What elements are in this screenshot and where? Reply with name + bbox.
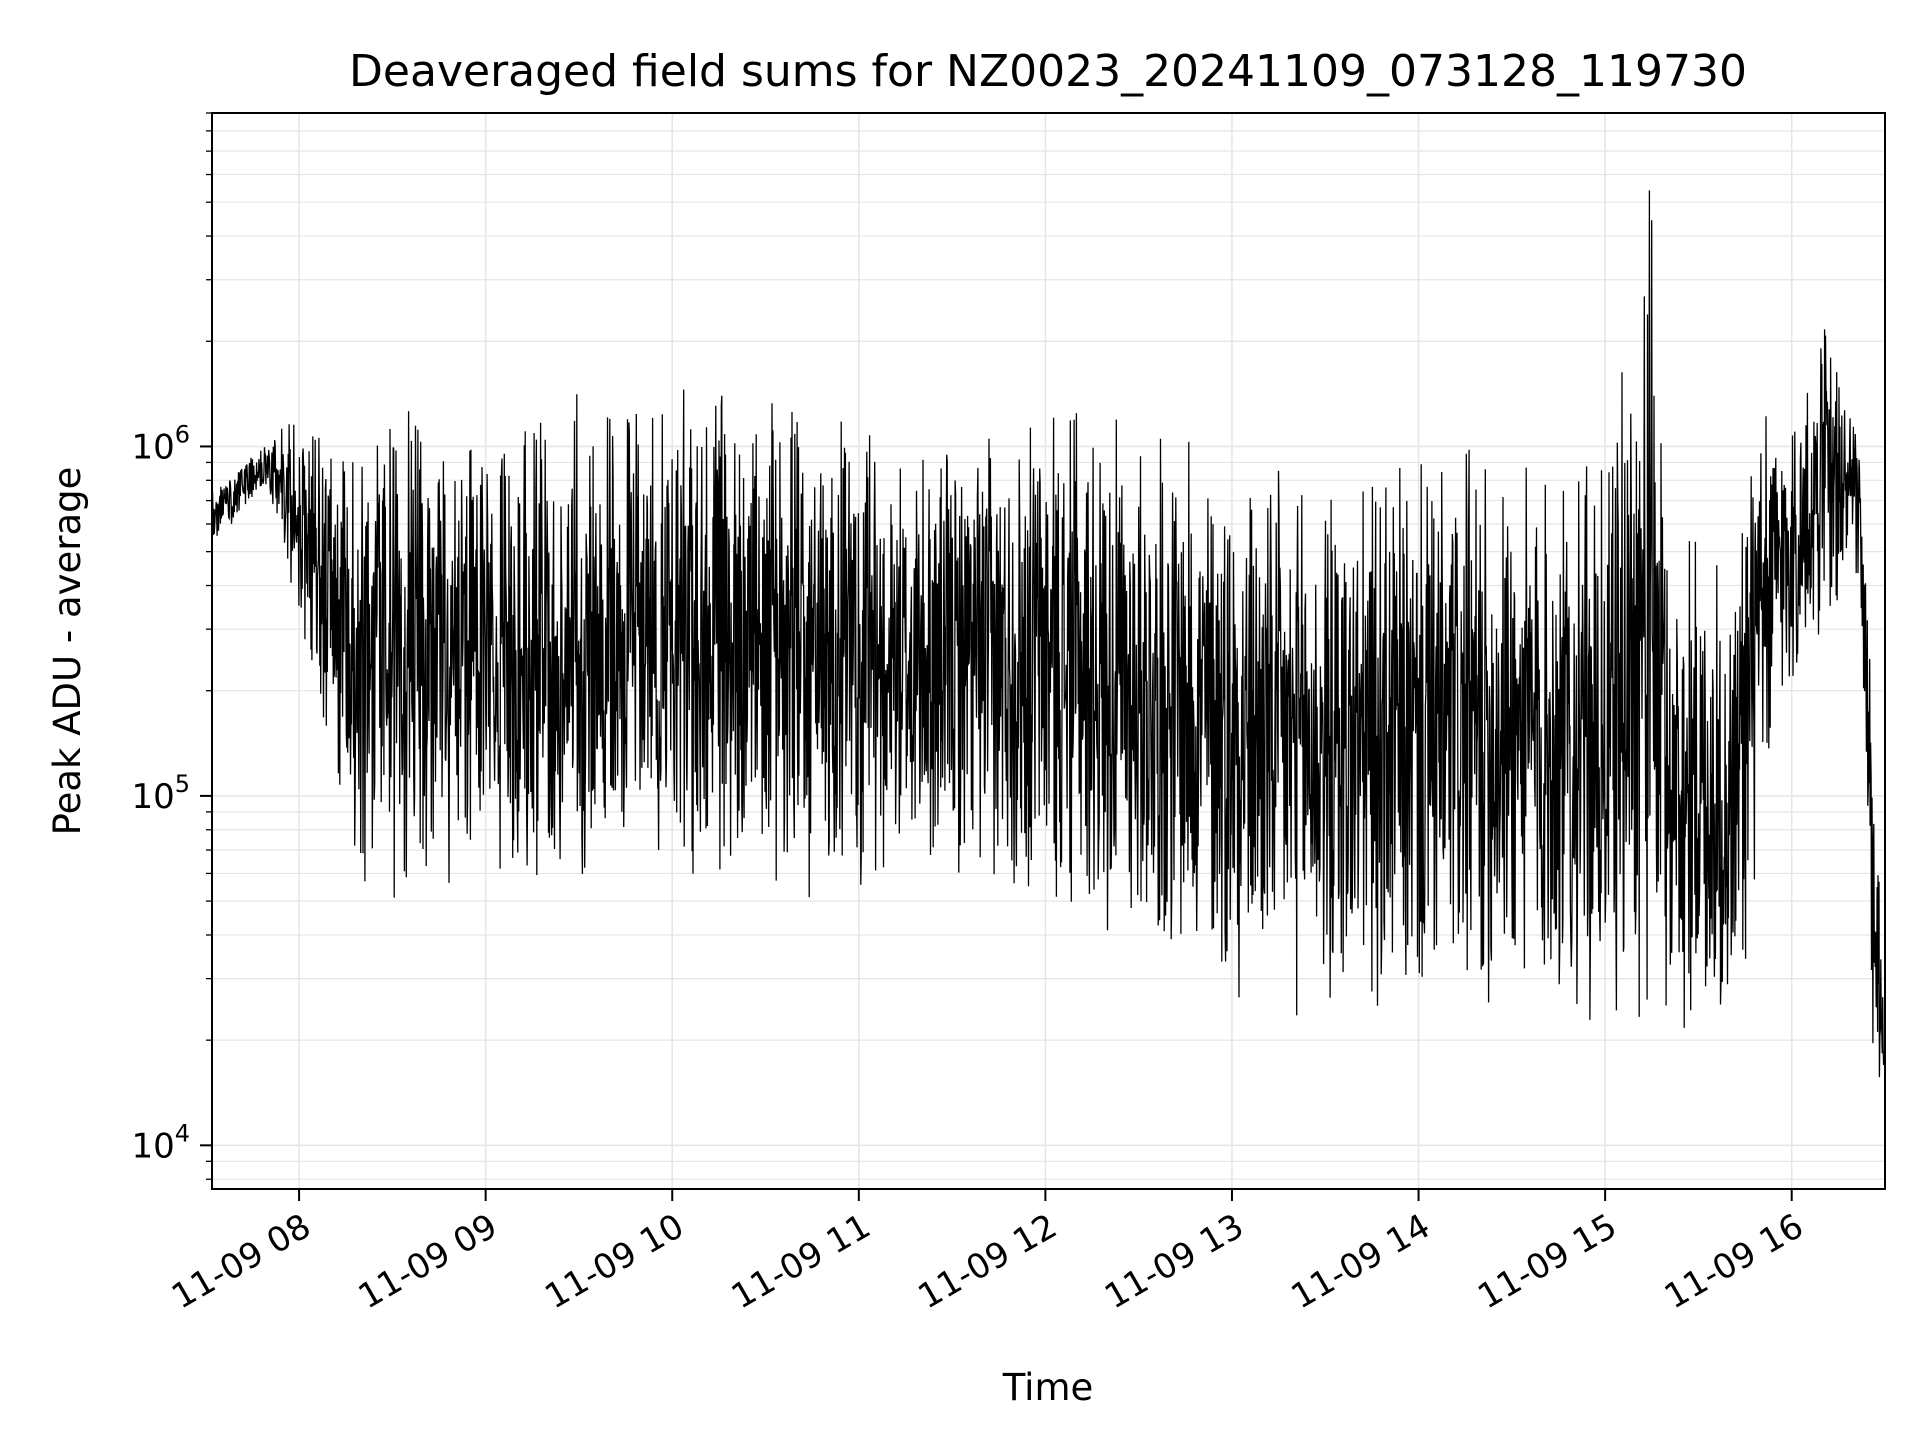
y-tick-label: 104 (131, 1119, 190, 1166)
plot-frame (211, 112, 1886, 1190)
chart-title: Deaveraged field sums for NZ0023_2024110… (349, 46, 1747, 97)
x-tick-label: 11-09 08 (165, 1206, 317, 1317)
x-tick-label: 11-09 14 (1285, 1206, 1437, 1317)
x-tick-label: 11-09 15 (1471, 1206, 1623, 1317)
x-tick-label: 11-09 16 (1658, 1206, 1810, 1317)
series-line (212, 190, 1885, 1078)
x-tick-label: 11-09 10 (538, 1206, 690, 1317)
y-axis-label: Peak ADU - average (46, 467, 89, 836)
x-tick-label: 11-09 13 (1098, 1206, 1250, 1317)
x-axis-label: Time (1002, 1366, 1094, 1409)
x-axis: 11-09 08 11-09 09 11-09 10 11-09 11 11-09 12… (165, 1189, 1810, 1317)
x-tick-label: 11-09 11 (725, 1206, 877, 1317)
x-tick-label: 11-09 09 (352, 1206, 504, 1317)
x-tick-label: 11-09 12 (911, 1206, 1063, 1317)
y-tick-label: 106 (131, 420, 190, 467)
y-tick-label: 105 (131, 770, 190, 817)
y-axis: 104 105 106 (131, 112, 212, 1180)
